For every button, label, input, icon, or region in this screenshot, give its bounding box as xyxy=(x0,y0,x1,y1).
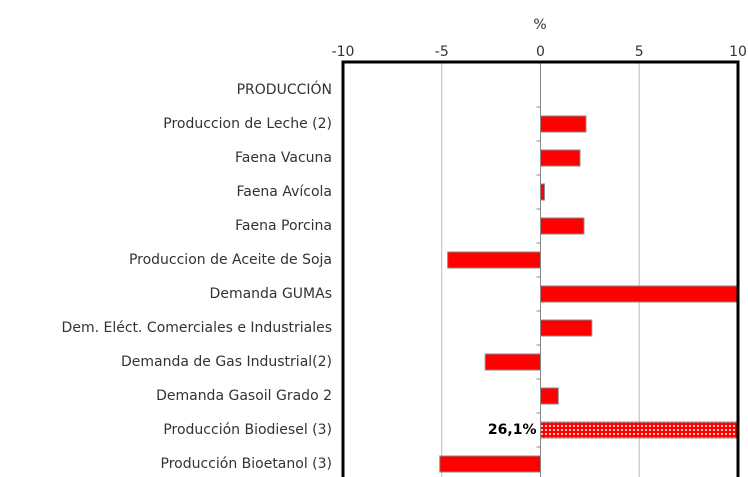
bar xyxy=(439,455,541,473)
y-tick-label: Faena Avícola xyxy=(236,184,332,200)
value-label: 26,1% xyxy=(488,422,537,438)
bar xyxy=(540,387,559,405)
y-tick-label: Demanda GUMAs xyxy=(210,286,332,302)
y-tick-label: Producción Bioetanol (3) xyxy=(161,456,333,472)
y-tick-label: Dem. Eléct. Comerciales e Industriales xyxy=(62,320,332,336)
y-tick-label: Produccion de Aceite de Soja xyxy=(129,252,332,268)
bar xyxy=(540,319,593,337)
plot-area xyxy=(439,115,738,473)
bar xyxy=(540,115,587,133)
y-tick-label: PRODUCCIÓN xyxy=(237,80,332,98)
x-tick-label: -10 xyxy=(332,44,355,60)
plot-frame xyxy=(341,60,740,477)
y-tick-label: Faena Porcina xyxy=(235,218,332,234)
bar xyxy=(540,183,545,201)
axis-label: % xyxy=(533,17,546,33)
y-tick-label: Produccion de Leche (2) xyxy=(163,116,332,132)
bar xyxy=(540,285,738,303)
x-tick-label: 0 xyxy=(536,44,545,60)
x-tick-label: -5 xyxy=(435,44,449,60)
bar xyxy=(540,149,581,167)
bar xyxy=(540,217,585,235)
bar xyxy=(447,251,541,269)
x-tick-label: 5 xyxy=(635,44,644,60)
y-tick-label: Demanda de Gas Industrial(2) xyxy=(121,354,332,370)
bar xyxy=(540,421,738,439)
x-tick-label: 10 xyxy=(729,44,747,60)
bar xyxy=(484,353,542,371)
y-tick-label: Producción Biodiesel (3) xyxy=(163,422,332,438)
y-tick-label: Faena Vacuna xyxy=(235,150,332,166)
y-tick-label: Demanda Gasoil Grado 2 xyxy=(156,388,332,404)
